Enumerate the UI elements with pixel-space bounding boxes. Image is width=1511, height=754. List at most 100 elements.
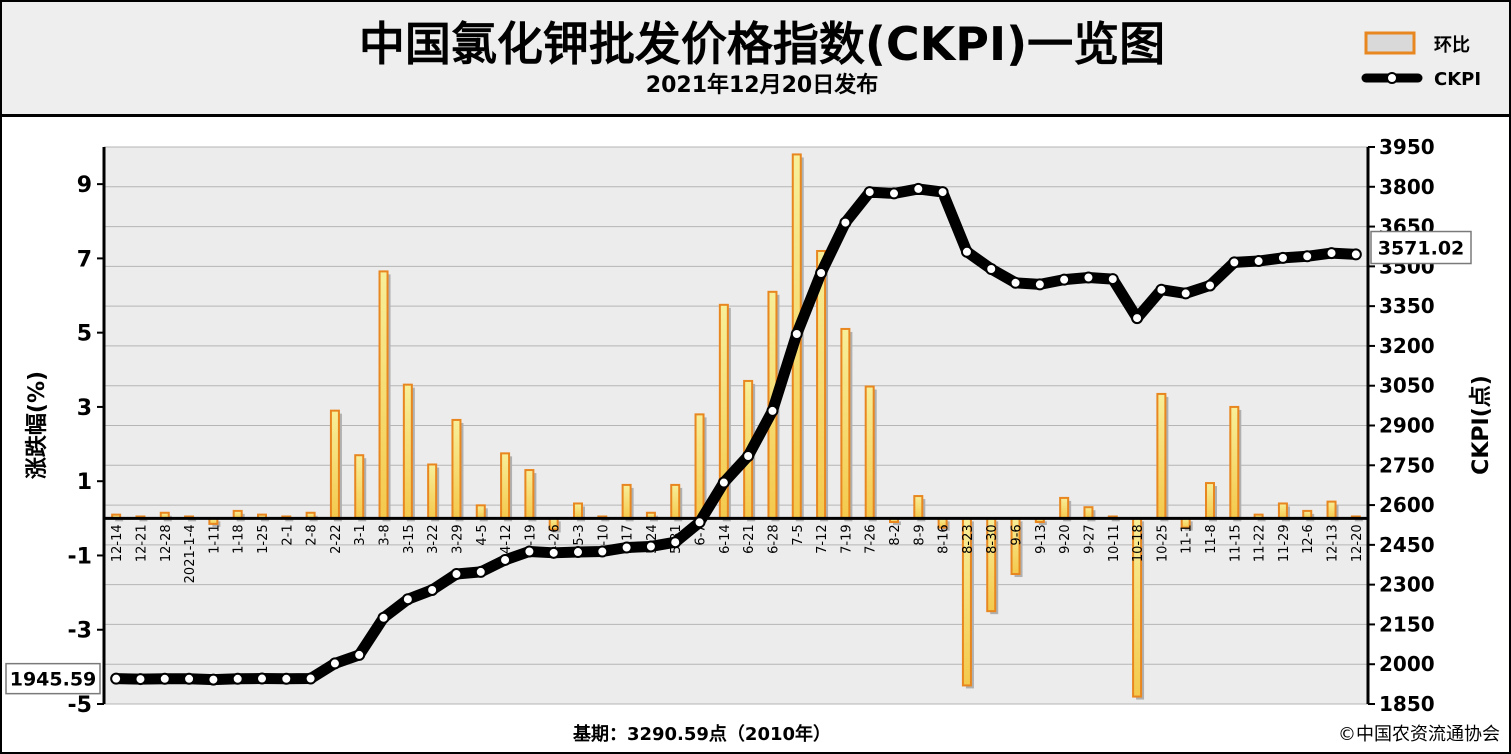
bar-shadow [1038,521,1047,526]
bar [573,502,583,520]
ckpi-point [304,672,317,685]
left-tick-label: 3 [77,396,92,421]
x-tick-label: 7-19 [839,524,854,554]
right-tick-label: 3350 [1379,294,1435,318]
bar [1326,500,1337,520]
bar [451,418,462,520]
ckpi-point [936,186,949,199]
ckpi-point [1033,278,1046,291]
right-tick-label: 1850 [1379,692,1435,716]
x-tick-label: 3-15 [402,524,417,554]
ckpi-point [401,593,414,606]
bar-shadow [139,519,148,522]
bar [1083,506,1094,520]
x-tick-label: 7-5 [791,524,806,545]
bar-shadow [601,519,610,522]
ckpi-point [1276,251,1289,264]
legend-bar-swatch [1364,31,1416,55]
ckpi-point [523,545,536,558]
x-tick-label: 8-30 [985,524,1000,554]
right-tick-label: 2600 [1379,493,1435,517]
first-value-box [5,662,101,695]
ckpi-point [547,546,560,559]
x-tick-label: 9-27 [1082,524,1097,554]
x-tick-label: 12-13 [1326,524,1341,562]
bar [378,270,389,520]
x-tick-label: 11-22 [1253,524,1268,562]
ckpi-point [1228,256,1241,269]
left-tick-label: -1 [68,544,92,569]
right-tick-label: 2150 [1379,612,1435,636]
x-tick-label: 10-18 [1131,524,1146,562]
x-tick-label: 12-21 [134,524,149,562]
x-tick-label: 12-28 [159,524,174,562]
x-tick-label: 3-22 [426,524,441,554]
ckpi-point [693,516,706,529]
x-tick-label: 11-8 [1204,524,1219,554]
bar [840,327,851,520]
bar [670,483,681,520]
x-tick-label: 2-8 [305,524,320,545]
x-tick-label: 10-11 [1107,524,1122,562]
legend-line-label: CKPI [1434,69,1481,90]
x-tick-label: 10-25 [1155,524,1170,562]
bar [1205,482,1215,520]
right-tick-label: 3050 [1379,374,1435,398]
ckpi-point [1009,276,1022,289]
x-tick-label: 8-9 [912,524,927,545]
ckpi-line-series [110,182,1362,686]
ckpi-point [717,476,730,489]
ckpi-point [888,187,900,200]
ckpi-point [742,450,755,463]
ckpi-point [766,404,779,417]
ckpi-point [596,545,609,558]
ckpi-point [158,672,171,685]
x-tick-label: 3-8 [378,524,393,545]
right-tick-label: 3200 [1379,334,1435,358]
right-tick-label: 2450 [1379,533,1435,557]
x-tick-label: 5-3 [572,524,587,545]
x-tick-label: 8-2 [888,524,903,545]
legend-bar-label: 环比 [1434,35,1470,56]
header-background [0,0,1511,116]
x-tick-label: 1-18 [232,524,247,554]
bar [354,454,365,520]
ckpi-point [256,672,268,685]
bar-shadow [1111,519,1120,522]
ckpi-point [669,536,682,549]
ckpi-line [110,183,1362,686]
x-tick-label: 2-22 [329,524,344,554]
last-value-label: 3571.02 [1378,238,1465,260]
bar [1156,392,1167,520]
ckpi-point [1349,248,1362,261]
x-tick-label: 6-21 [742,524,757,554]
right-tick-label: 2000 [1379,652,1435,676]
bar [1277,502,1288,520]
left-tick-label: 7 [77,247,92,272]
bar-shadow [1354,519,1363,522]
x-tick-label: 8-16 [937,524,952,554]
bar [1229,405,1240,520]
ckpi-point [426,583,439,596]
ckpi-point [231,672,244,685]
x-tick-label: 9-13 [1034,524,1049,554]
left-tick-label: -3 [68,619,92,644]
ckpi-point [985,263,998,276]
ckpi-point [1155,283,1168,296]
right-tick-label: 2900 [1379,414,1435,438]
right-axis-ticks: 3950380036503500335032003050290027502600… [1368,135,1435,716]
ckpi-point [280,672,293,685]
ckpi-point [183,672,196,685]
ckpi-point [1252,255,1265,268]
bar-shadow [285,519,294,522]
bar [524,469,535,520]
x-tick-label: 2-1 [280,524,295,545]
x-tick-label: 2021-1-4 [183,524,198,583]
ckpi-point [1179,287,1192,300]
x-tick-label: 4-12 [499,524,514,554]
right-tick-label: 2300 [1379,573,1435,597]
x-tick-label: 9-6 [1010,524,1025,545]
bar [427,463,438,520]
x-tick-label: 6-28 [766,524,781,554]
bar [1059,496,1070,520]
